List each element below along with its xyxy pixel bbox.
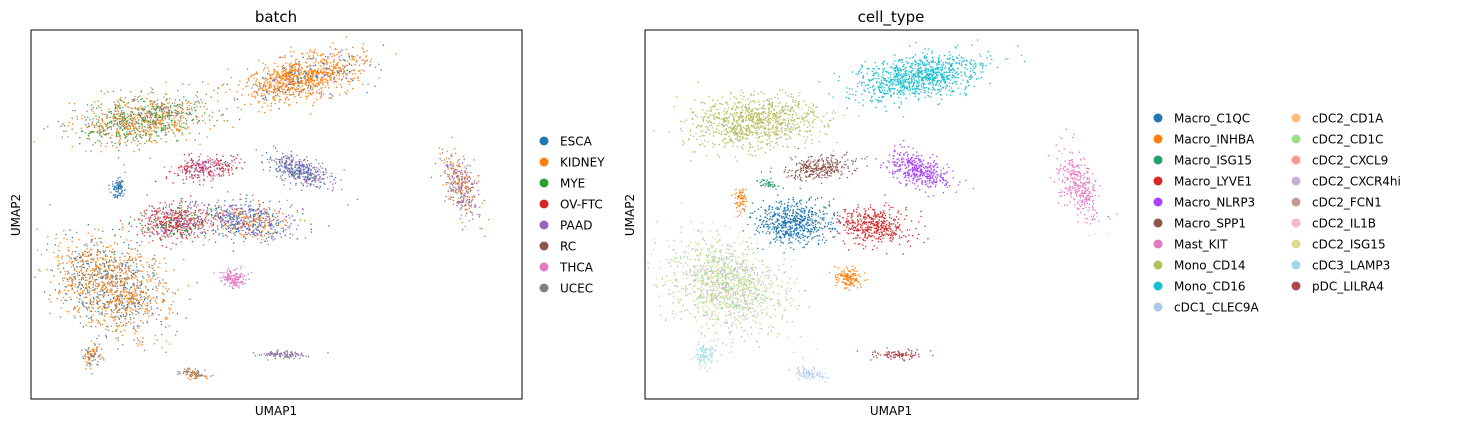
legend-label: Macro_ISG15 xyxy=(1174,154,1252,168)
legend-item: Macro_C1QC xyxy=(1153,112,1250,126)
legend-marker xyxy=(539,220,549,230)
legend-label: cDC2_FCN1 xyxy=(1312,196,1382,210)
legend-marker xyxy=(1153,281,1163,291)
legend-marker xyxy=(1153,239,1163,249)
legend-item: cDC2_ISG15 xyxy=(1291,238,1386,252)
legend-item: PAAD xyxy=(539,219,592,233)
legend-item: Macro_INHBA xyxy=(1153,133,1255,147)
x-axis-label-cell-type: UMAP1 xyxy=(870,404,912,418)
legend-marker xyxy=(1291,197,1301,207)
legend-label: pDC_LILRA4 xyxy=(1312,280,1384,294)
legend-marker xyxy=(539,178,549,188)
scatter-points-cell-type xyxy=(647,39,1118,383)
panel-batch: batch UMAP1 UMAP2 ESCA KIDNEY MYE OV-FTC PAA… xyxy=(9,8,605,418)
legend-item: Mono_CD16 xyxy=(1153,280,1246,294)
legend-label: Macro_NLRP3 xyxy=(1174,196,1255,210)
legend-label: cDC2_CXCL9 xyxy=(1312,154,1388,168)
legend-marker xyxy=(539,283,549,293)
legend-label: Macro_SPP1 xyxy=(1174,217,1246,231)
legend-label: Macro_C1QC xyxy=(1174,112,1250,126)
legend-marker xyxy=(539,241,549,251)
legend-marker xyxy=(539,262,549,272)
legend-item: Mast_KIT xyxy=(1153,238,1228,252)
chart-title-cell-type: cell_type xyxy=(858,8,925,27)
legend-marker xyxy=(1153,260,1163,270)
legend-marker xyxy=(1291,260,1301,270)
legend-item: RC xyxy=(539,240,576,254)
legend-cell-type: Macro_C1QC Macro_INHBA Macro_ISG15 Macro_LY… xyxy=(1153,112,1401,315)
legend-label: cDC2_CD1C xyxy=(1312,133,1383,147)
plot-frame-cell-type xyxy=(644,29,1139,400)
legend-label: cDC3_LAMP3 xyxy=(1312,259,1390,273)
scatter-points-batch xyxy=(33,36,490,381)
panel-cell-type: cell_type UMAP1 UMAP2 Macro_C1QC Macro_IN… xyxy=(623,8,1401,418)
legend-marker xyxy=(1153,176,1163,186)
legend-item: cDC2_CD1C xyxy=(1291,133,1383,147)
legend-item: pDC_LILRA4 xyxy=(1291,280,1384,294)
legend-label: cDC2_CD1A xyxy=(1312,112,1384,126)
legend-item: Macro_ISG15 xyxy=(1153,154,1252,168)
legend-item: MYE xyxy=(539,177,585,191)
y-axis-label-batch: UMAP2 xyxy=(9,194,23,236)
legend-label: Mono_CD16 xyxy=(1174,280,1246,294)
legend-label: OV-FTC xyxy=(560,198,603,212)
legend-label: PAAD xyxy=(560,219,592,233)
legend-marker xyxy=(1153,197,1163,207)
legend-label: Macro_INHBA xyxy=(1174,133,1255,147)
legend-marker xyxy=(1291,113,1301,123)
legend-item: THCA xyxy=(539,261,594,275)
legend-marker xyxy=(1153,155,1163,165)
legend-label: cDC2_ISG15 xyxy=(1312,238,1386,252)
legend-marker xyxy=(539,199,549,209)
legend-marker xyxy=(1291,176,1301,186)
legend-marker xyxy=(1291,155,1301,165)
legend-item: cDC2_FCN1 xyxy=(1291,196,1382,210)
legend-marker xyxy=(539,136,549,146)
plot-frame-batch xyxy=(30,29,523,400)
legend-label: RC xyxy=(560,240,576,254)
legend-marker xyxy=(1291,218,1301,228)
legend-label: cDC2_IL1B xyxy=(1312,217,1376,231)
legend-item: cDC2_CXCR4hi xyxy=(1291,175,1401,189)
legend-item: cDC2_CXCL9 xyxy=(1291,154,1388,168)
legend-item: Macro_SPP1 xyxy=(1153,217,1246,231)
legend-label: UCEC xyxy=(560,282,593,296)
legend-marker xyxy=(539,157,549,167)
legend-batch: ESCA KIDNEY MYE OV-FTC PAAD RC THCA UCEC xyxy=(539,135,605,296)
legend-item: OV-FTC xyxy=(539,198,603,212)
legend-item: cDC1_CLEC9A xyxy=(1153,301,1260,315)
legend-label: Mast_KIT xyxy=(1174,238,1228,252)
chart-title-batch: batch xyxy=(255,8,297,26)
legend-item: UCEC xyxy=(539,282,593,296)
legend-label: ESCA xyxy=(560,135,593,149)
y-axis-label-cell-type: UMAP2 xyxy=(623,194,637,236)
legend-marker xyxy=(1291,281,1301,291)
legend-label: Mono_CD14 xyxy=(1174,259,1246,273)
legend-marker xyxy=(1153,218,1163,228)
legend-item: Macro_LYVE1 xyxy=(1153,175,1252,189)
legend-label: KIDNEY xyxy=(560,156,605,170)
legend-marker xyxy=(1153,302,1163,312)
legend-item: KIDNEY xyxy=(539,156,605,170)
legend-item: Mono_CD14 xyxy=(1153,259,1246,273)
legend-label: cDC1_CLEC9A xyxy=(1174,301,1260,315)
legend-item: Macro_NLRP3 xyxy=(1153,196,1255,210)
legend-marker xyxy=(1153,113,1163,123)
legend-item: cDC2_CD1A xyxy=(1291,112,1384,126)
legend-item: cDC2_IL1B xyxy=(1291,217,1376,231)
legend-label: cDC2_CXCR4hi xyxy=(1312,175,1401,189)
legend-marker xyxy=(1291,239,1301,249)
x-axis-label-batch: UMAP1 xyxy=(255,404,297,418)
legend-marker xyxy=(1153,134,1163,144)
legend-marker xyxy=(1291,134,1301,144)
legend-item: ESCA xyxy=(539,135,593,149)
legend-item: cDC3_LAMP3 xyxy=(1291,259,1390,273)
legend-label: Macro_LYVE1 xyxy=(1174,175,1252,189)
legend-label: MYE xyxy=(560,177,585,191)
legend-label: THCA xyxy=(559,261,594,275)
